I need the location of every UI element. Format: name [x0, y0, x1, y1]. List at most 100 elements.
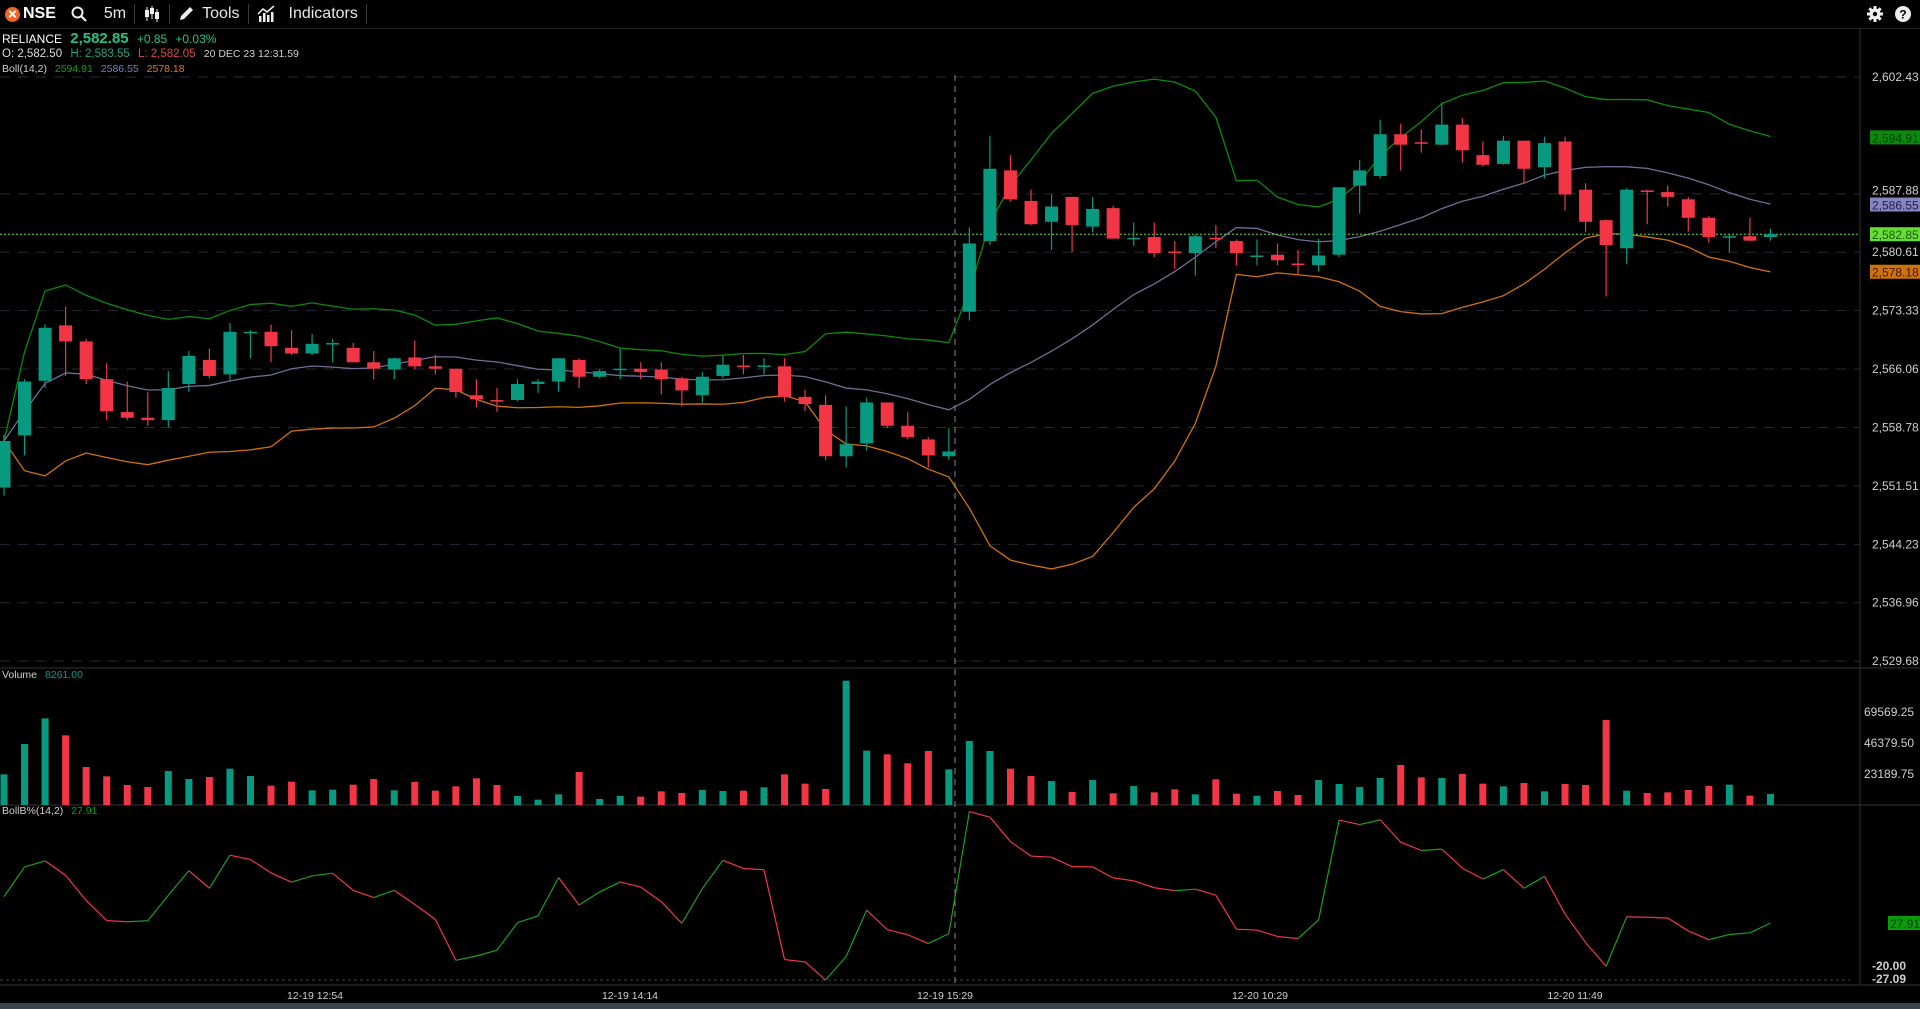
candle-body	[572, 359, 586, 377]
candle-body	[716, 364, 730, 376]
bollb-line-segment	[373, 889, 395, 899]
quote-legend: RELIANCE 2,582.85 +0.85 +0.03%	[2, 30, 221, 47]
bollb-line-segment	[1051, 856, 1073, 868]
volume-bar	[596, 799, 604, 805]
bollb-line-segment	[989, 816, 1011, 843]
symbol-name: RELIANCE	[2, 32, 63, 46]
help-icon[interactable]: ?	[1894, 5, 1912, 23]
candle-body	[1003, 170, 1017, 200]
candle-body	[346, 347, 360, 363]
volume-bar	[1150, 792, 1158, 805]
volume-bar	[678, 793, 686, 805]
bollb-line-segment	[393, 889, 416, 905]
gear-icon[interactable]	[1866, 5, 1884, 23]
bollb-line-segment	[928, 933, 950, 945]
toolbar: NSE 5m Tools Indicators ?	[0, 0, 1920, 29]
volume-bar	[1376, 778, 1384, 805]
candle-body	[264, 331, 278, 347]
time-scrollbar[interactable]	[0, 1003, 1920, 1009]
candle-body	[531, 381, 545, 384]
tools-button[interactable]: Tools	[170, 0, 247, 28]
candle-body	[1250, 255, 1264, 258]
price-tick-label: 2,602.43	[1872, 70, 1919, 84]
candle-body	[942, 451, 956, 457]
volume-bar	[1232, 793, 1240, 805]
volume-bar	[329, 789, 337, 805]
bollb-line-segment	[1154, 887, 1175, 892]
volume-bar	[21, 744, 29, 805]
volume-bar	[308, 790, 316, 805]
volume-bar	[1499, 786, 1507, 805]
ohlc-legend: O: 2,582.50 H: 2,583.55 L: 2,582.05 20 D…	[2, 48, 304, 60]
volume-bar	[1766, 793, 1774, 805]
volume-bar	[1315, 780, 1323, 805]
volume-bar	[1273, 791, 1281, 805]
candle-body	[1414, 142, 1428, 144]
volume-bar	[1356, 787, 1364, 805]
candle-body	[1558, 141, 1572, 195]
bollb-line-segment	[1174, 888, 1196, 892]
bollb-line-segment	[1421, 848, 1442, 852]
bollb-line-segment	[106, 919, 128, 923]
bollb-line-segment	[866, 909, 888, 931]
chart-type-button[interactable]	[135, 0, 169, 28]
bollb-line-segment	[1236, 928, 1257, 931]
volume-bar	[1068, 792, 1076, 805]
price-change-pct: +0.03%	[175, 32, 217, 46]
candle-body	[182, 355, 196, 384]
bollb-line-segment	[65, 875, 87, 901]
bollb-line-segment	[517, 915, 539, 924]
volume-bar	[1561, 784, 1569, 805]
candle-body	[1291, 263, 1305, 266]
bollb-line-segment	[1277, 935, 1299, 940]
bollinger-lower-band	[3, 233, 1771, 570]
volume-bar	[1746, 795, 1754, 805]
bollb-line-segment	[1647, 916, 1668, 919]
candle-body	[1476, 155, 1490, 165]
volume-bar	[514, 796, 521, 805]
candle-body	[1353, 170, 1367, 186]
indicators-button[interactable]: Indicators	[249, 0, 366, 28]
candle-body	[161, 388, 175, 421]
candle-body	[983, 168, 997, 242]
volume-bar	[103, 776, 111, 805]
exchange-logo[interactable]: NSE	[0, 5, 62, 23]
search-button[interactable]	[62, 0, 96, 28]
interval-selector[interactable]: 5m	[103, 5, 127, 22]
toolbar-divider	[247, 4, 249, 24]
volume-bar	[1212, 779, 1220, 805]
bollb-line-segment	[743, 867, 765, 871]
bollb-line-segment	[1092, 866, 1114, 879]
volume-bar	[144, 787, 152, 805]
price-tag-label: 2,578.18	[1872, 266, 1919, 280]
bollb-line-segment	[1708, 933, 1730, 941]
pencil-icon	[180, 7, 194, 20]
volume-bar	[1705, 786, 1713, 805]
bollb-line-segment	[1482, 869, 1504, 880]
volume-bar	[616, 796, 624, 805]
volume-bar	[1623, 790, 1631, 805]
volume-bar	[1027, 776, 1035, 805]
candle-body	[1763, 234, 1777, 238]
volume-legend: Volume 8261.00	[2, 669, 88, 681]
price-tick-label: 2,558.78	[1872, 421, 1919, 435]
candle-body	[120, 412, 134, 418]
bollb-line-segment	[414, 903, 436, 920]
candle-body	[1640, 190, 1654, 193]
candle-body	[757, 365, 771, 368]
price-tick-label: 2,536.96	[1872, 596, 1919, 610]
candle-body	[202, 359, 216, 376]
volume-bar	[1479, 783, 1487, 805]
bollb-line-segment	[1605, 916, 1628, 967]
volume-bar	[267, 785, 275, 805]
candle-body	[1086, 208, 1100, 227]
candle-body	[798, 396, 812, 405]
volume-bar	[1438, 778, 1446, 805]
volume-bar	[637, 796, 645, 805]
bollb-line-segment	[1585, 942, 1607, 967]
bollb-line-segment	[476, 949, 498, 957]
bollb-line-segment	[352, 889, 374, 899]
bollb-line-segment	[722, 859, 744, 870]
volume-bar	[1109, 793, 1117, 805]
